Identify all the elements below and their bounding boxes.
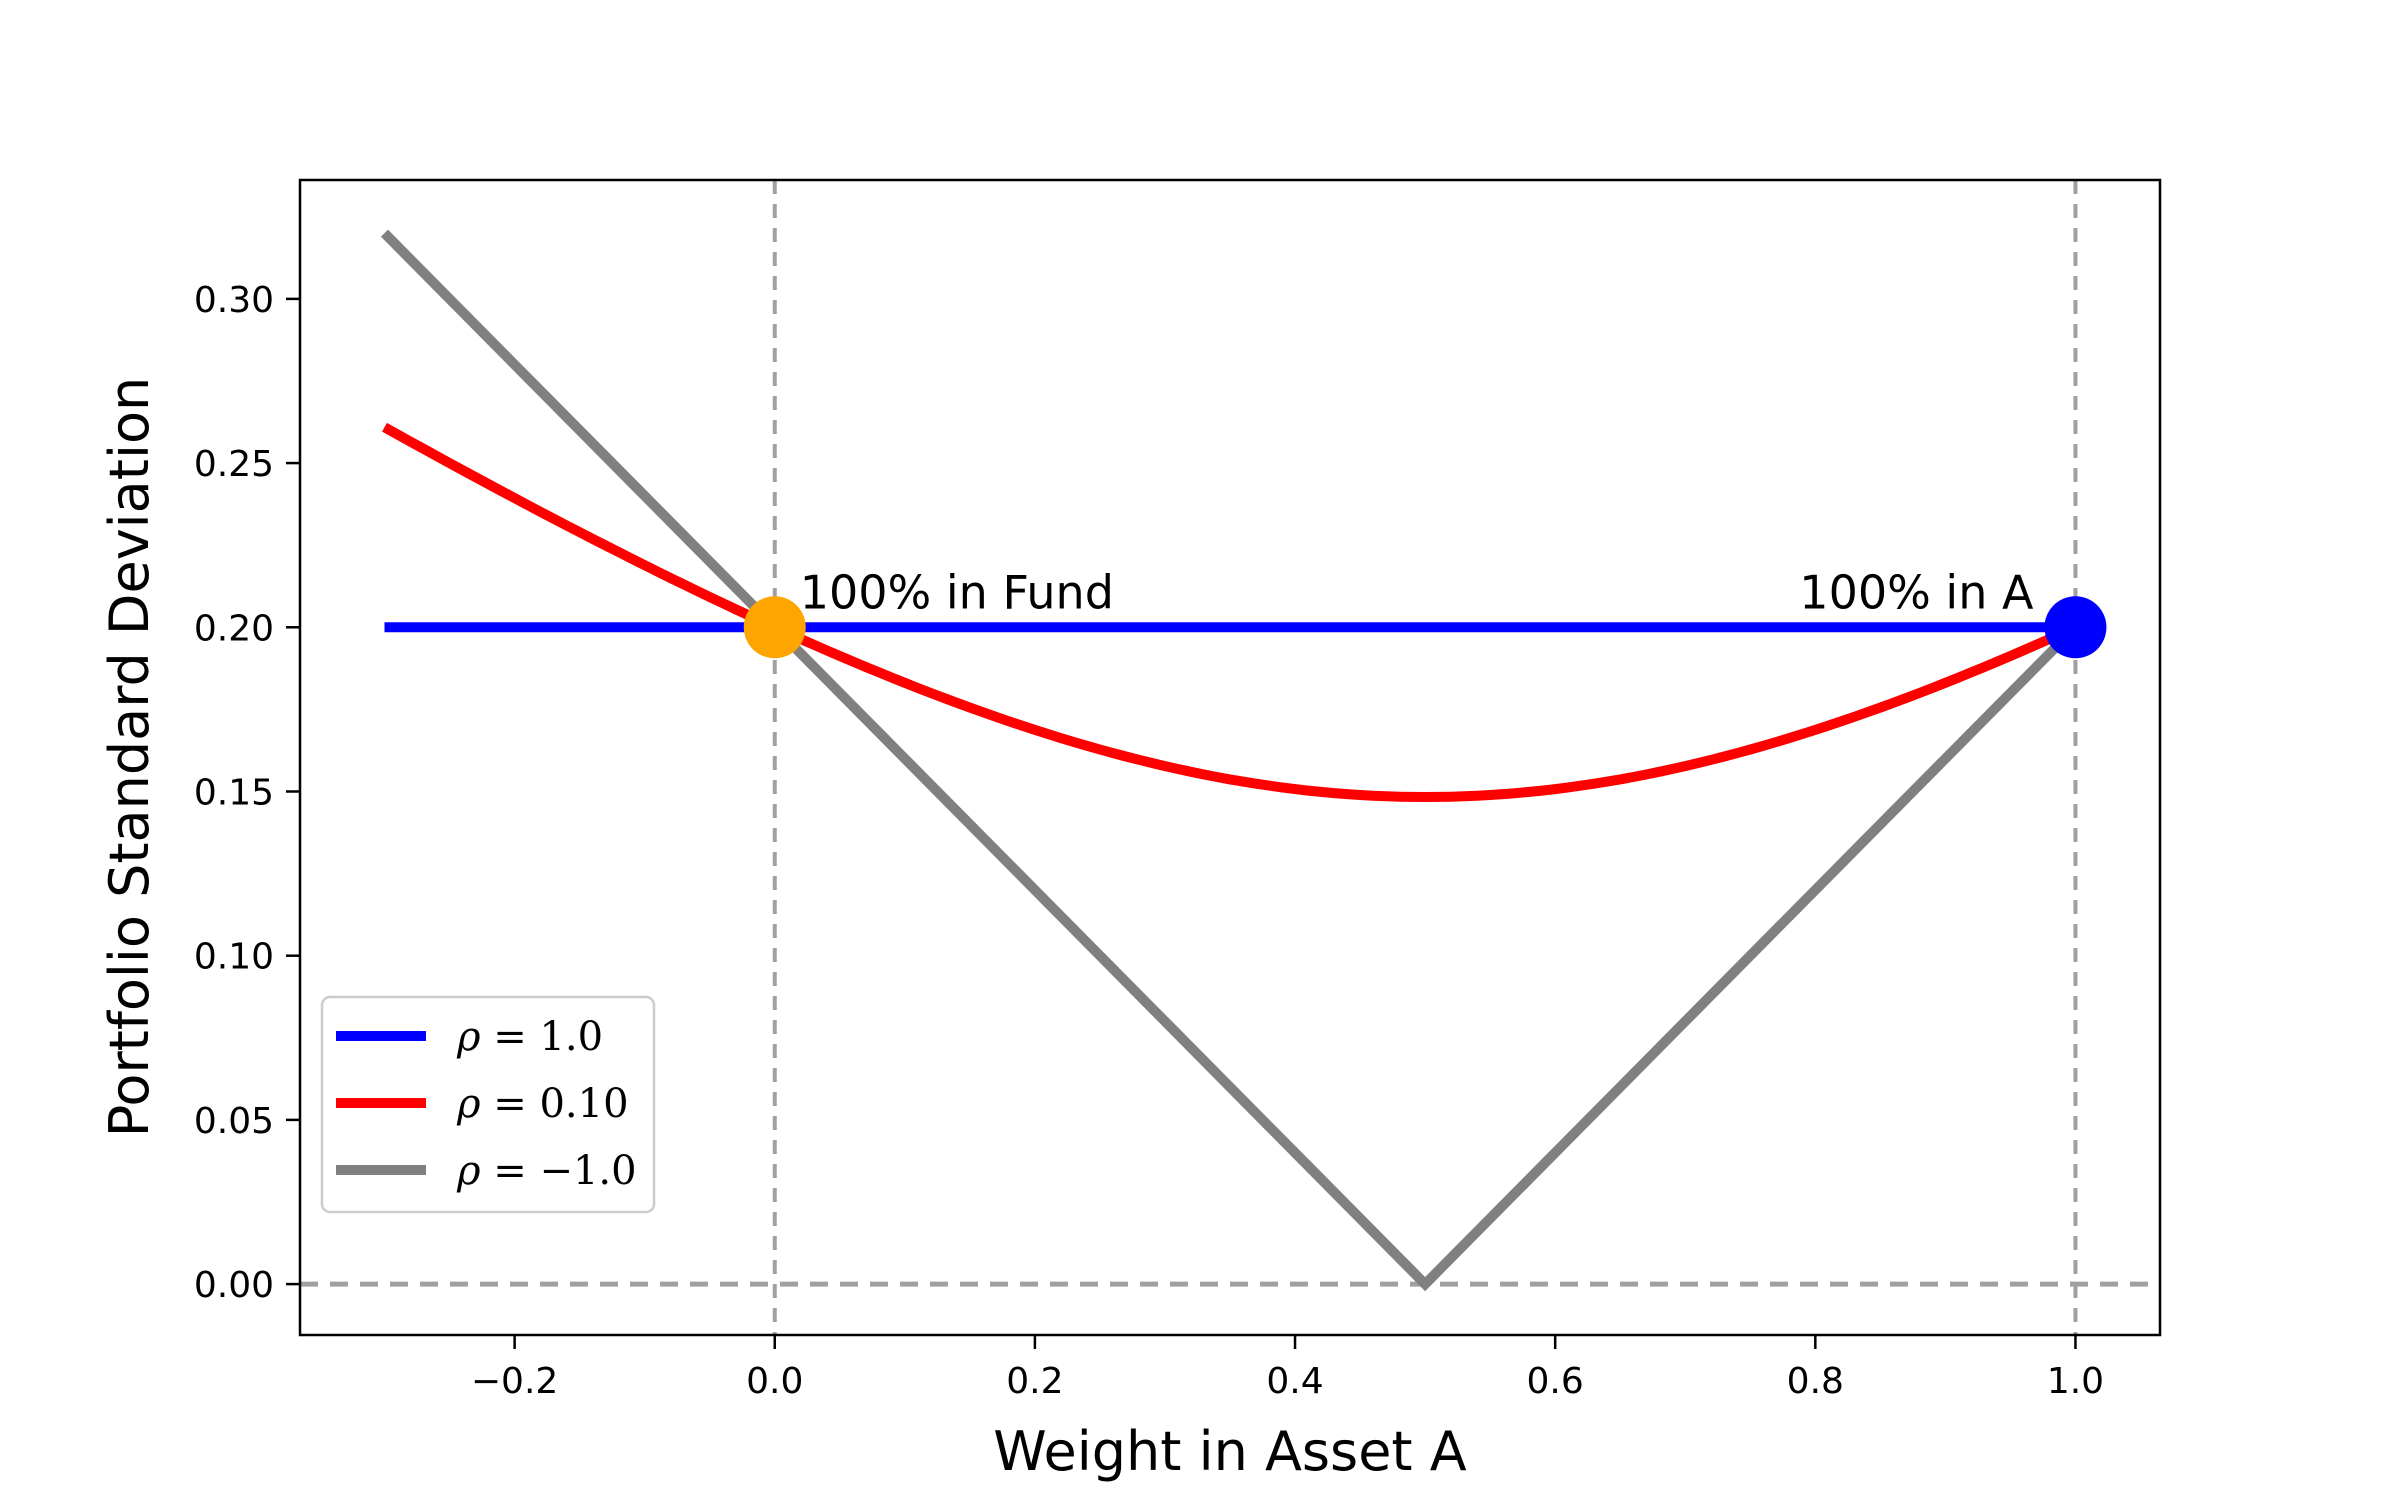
annotation-label: 100% in A	[1799, 565, 2034, 619]
legend-label-1: ρ = 1.0	[456, 1014, 603, 1060]
point-marker-2	[2044, 596, 2107, 659]
y-tick-label: 0.15	[194, 772, 274, 813]
x-tick-label: 0.2	[1006, 1361, 1063, 1402]
y-tick-label: 0.25	[194, 444, 274, 485]
point-marker-1	[743, 596, 806, 659]
legend-label-2: ρ = 0.10	[456, 1081, 629, 1127]
y-tick-label: 0.05	[194, 1101, 274, 1142]
x-tick-label: 0.8	[1787, 1361, 1844, 1402]
legend: ρ = 1.0 ρ = 0.10 ρ = −1.0	[320, 995, 656, 1214]
series-line-3	[380, 229, 2080, 1292]
series-line-2	[382, 422, 2078, 803]
x-tick-label: −0.2	[471, 1361, 558, 1402]
x-tick-label: 0.4	[1266, 1361, 1323, 1402]
y-tick-label: 0.00	[194, 1265, 274, 1306]
x-axis-label: Weight in Asset A	[993, 1420, 1466, 1483]
x-tick-label: 0.0	[746, 1361, 803, 1402]
legend-box	[320, 995, 656, 1214]
y-tick-label: 0.20	[194, 608, 274, 649]
annotation-label: 100% in Fund	[800, 565, 1114, 619]
y-axis: 0.00 0.05 0.10 0.15 0.20 0.25 0.30	[194, 280, 300, 1306]
axes-frame	[298, 178, 2162, 1337]
legend-label-3: ρ = −1.0	[456, 1148, 637, 1194]
x-tick-label: 0.6	[1527, 1361, 1584, 1402]
y-tick-label: 0.10	[194, 937, 274, 978]
y-tick-label: 0.30	[194, 280, 274, 321]
x-tick-label: 1.0	[2047, 1361, 2104, 1402]
plot-area: 100% in Fund 100% in A	[300, 180, 2160, 1335]
y-axis-label: Portfolio Standard Deviation	[98, 377, 161, 1137]
x-axis: −0.2 0.0 0.2 0.4 0.6 0.8 1.0	[471, 1335, 2104, 1402]
